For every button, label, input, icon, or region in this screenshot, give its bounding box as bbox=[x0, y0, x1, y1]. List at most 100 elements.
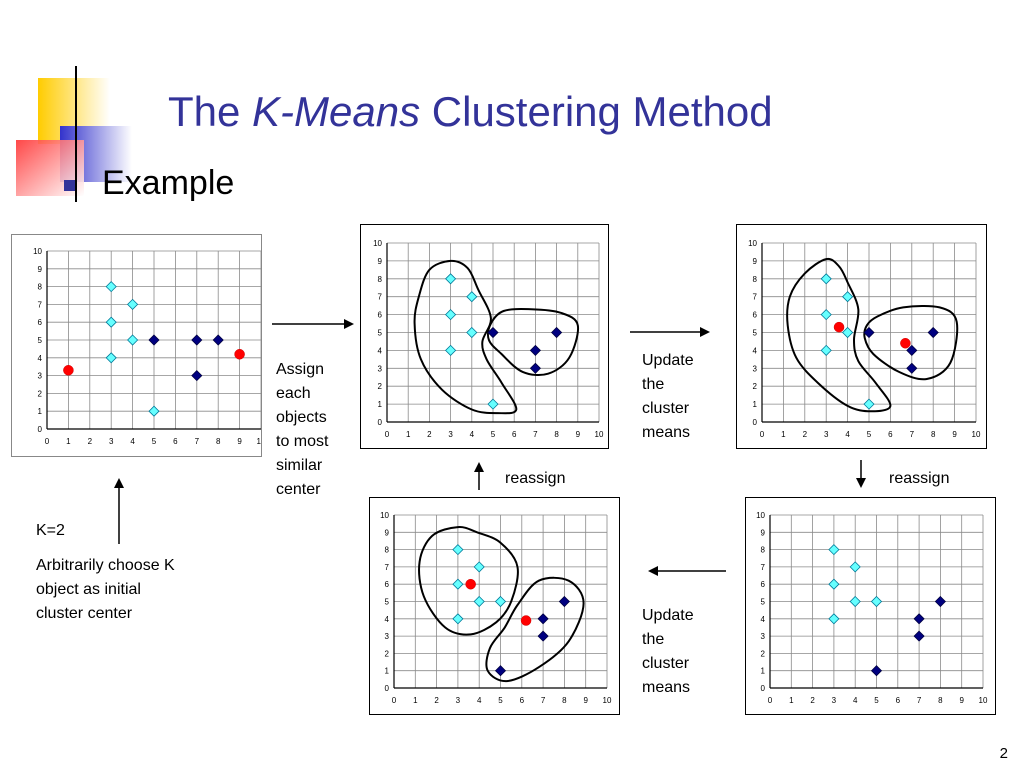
x-tick-label: 8 bbox=[562, 696, 567, 705]
y-tick-label: 0 bbox=[378, 418, 383, 427]
cyan-point bbox=[820, 309, 832, 321]
navy-point bbox=[191, 334, 203, 346]
cyan-point bbox=[105, 316, 117, 328]
y-tick-label: 4 bbox=[38, 354, 43, 363]
x-tick-label: 0 bbox=[45, 437, 50, 446]
x-tick-label: 5 bbox=[874, 696, 879, 705]
cyan-point bbox=[105, 352, 117, 364]
bullet-marker bbox=[64, 180, 75, 191]
navy-point bbox=[529, 344, 541, 356]
cluster-outline-1 bbox=[418, 526, 519, 636]
x-tick-label: 4 bbox=[845, 430, 850, 439]
x-tick-label: 6 bbox=[520, 696, 525, 705]
navy-point bbox=[537, 613, 549, 625]
x-tick-label: 10 bbox=[257, 437, 261, 446]
x-tick-label: 6 bbox=[888, 430, 893, 439]
x-tick-label: 4 bbox=[853, 696, 858, 705]
x-tick-label: 10 bbox=[972, 430, 981, 439]
y-tick-label: 3 bbox=[378, 364, 383, 373]
cyan-point bbox=[473, 561, 485, 573]
cyan-point bbox=[105, 281, 117, 293]
x-tick-label: 0 bbox=[385, 430, 390, 439]
x-tick-label: 9 bbox=[237, 437, 242, 446]
cluster-outline-1 bbox=[786, 257, 892, 413]
x-tick-label: 9 bbox=[576, 430, 581, 439]
cyan-point bbox=[452, 613, 464, 625]
x-tick-label: 1 bbox=[413, 696, 418, 705]
bullet-example: Example bbox=[102, 164, 235, 202]
cyan-point bbox=[452, 578, 464, 590]
y-tick-label: 2 bbox=[753, 382, 758, 391]
navy-point bbox=[906, 344, 918, 356]
slide-number: 2 bbox=[999, 745, 1008, 762]
cyan-point bbox=[445, 309, 457, 321]
y-tick-label: 2 bbox=[38, 389, 43, 398]
x-tick-label: 6 bbox=[512, 430, 517, 439]
y-tick-label: 5 bbox=[385, 598, 390, 607]
navy-point bbox=[529, 362, 541, 374]
cyan-point bbox=[828, 578, 840, 590]
x-tick-label: 5 bbox=[867, 430, 872, 439]
navy-point bbox=[863, 326, 875, 339]
y-tick-label: 10 bbox=[748, 239, 757, 248]
y-tick-label: 10 bbox=[373, 239, 382, 248]
x-tick-label: 1 bbox=[66, 437, 71, 446]
cyan-point bbox=[466, 291, 478, 303]
cluster-outline-2 bbox=[487, 308, 580, 377]
x-tick-label: 10 bbox=[603, 696, 612, 705]
x-tick-label: 0 bbox=[760, 430, 765, 439]
x-tick-label: 1 bbox=[781, 430, 786, 439]
cyan-point bbox=[127, 298, 139, 310]
y-tick-label: 4 bbox=[385, 615, 390, 624]
x-tick-label: 2 bbox=[803, 430, 808, 439]
cyan-point bbox=[487, 398, 499, 410]
y-tick-label: 4 bbox=[378, 346, 383, 355]
cluster-center bbox=[465, 578, 476, 590]
x-tick-label: 8 bbox=[938, 696, 943, 705]
y-tick-label: 1 bbox=[38, 407, 43, 416]
y-tick-label: 9 bbox=[38, 265, 43, 274]
navy-point bbox=[212, 334, 224, 346]
y-tick-label: 7 bbox=[38, 300, 43, 309]
y-tick-label: 0 bbox=[385, 684, 390, 693]
y-tick-label: 3 bbox=[38, 372, 43, 381]
x-tick-label: 2 bbox=[88, 437, 93, 446]
x-tick-label: 4 bbox=[130, 437, 135, 446]
y-tick-label: 0 bbox=[753, 418, 758, 427]
cyan-point bbox=[870, 595, 883, 608]
y-tick-label: 3 bbox=[761, 632, 766, 641]
y-tick-label: 9 bbox=[753, 257, 758, 266]
x-tick-label: 3 bbox=[456, 696, 461, 705]
navy-point bbox=[870, 665, 883, 677]
plot-initial: 0 1 2 3 4 5 6 7 8 9 10 0 1 2 3 4 5 6 7 8 9 10 bbox=[11, 234, 266, 457]
x-tick-label: 5 bbox=[498, 696, 503, 705]
cluster-center bbox=[520, 615, 532, 626]
navy-point bbox=[148, 334, 160, 346]
cyan-point bbox=[148, 405, 160, 417]
navy-point bbox=[927, 326, 939, 339]
plot-assigned: 0 1 2 3 4 5 6 7 8 9 10 0 1 2 3 4 5 6 7 8 9 10 bbox=[360, 224, 609, 449]
y-tick-label: 1 bbox=[385, 667, 390, 676]
x-tick-label: 2 bbox=[434, 696, 439, 705]
y-tick-label: 7 bbox=[761, 563, 766, 572]
cyan-point bbox=[849, 595, 861, 608]
x-tick-label: 2 bbox=[427, 430, 432, 439]
y-tick-label: 9 bbox=[385, 528, 390, 537]
y-tick-label: 1 bbox=[378, 400, 383, 409]
x-tick-label: 0 bbox=[768, 696, 773, 705]
cyan-point bbox=[849, 561, 861, 573]
x-tick-label: 3 bbox=[824, 430, 829, 439]
label-reassign-left: reassign bbox=[505, 470, 566, 487]
x-tick-label: 0 bbox=[392, 696, 397, 705]
cluster-outline-2 bbox=[485, 576, 585, 683]
x-tick-label: 3 bbox=[448, 430, 453, 439]
cluster-center bbox=[234, 348, 245, 360]
label-k-value: K=2 bbox=[36, 522, 65, 539]
arrow-final-to-assigned bbox=[474, 462, 484, 490]
x-tick-label: 7 bbox=[533, 430, 538, 439]
y-tick-label: 3 bbox=[385, 632, 390, 641]
label-update-top: Update the cluster means bbox=[642, 352, 694, 441]
label-assign: Assign each objects to most similar center bbox=[276, 361, 329, 498]
slide-logo bbox=[16, 66, 132, 202]
